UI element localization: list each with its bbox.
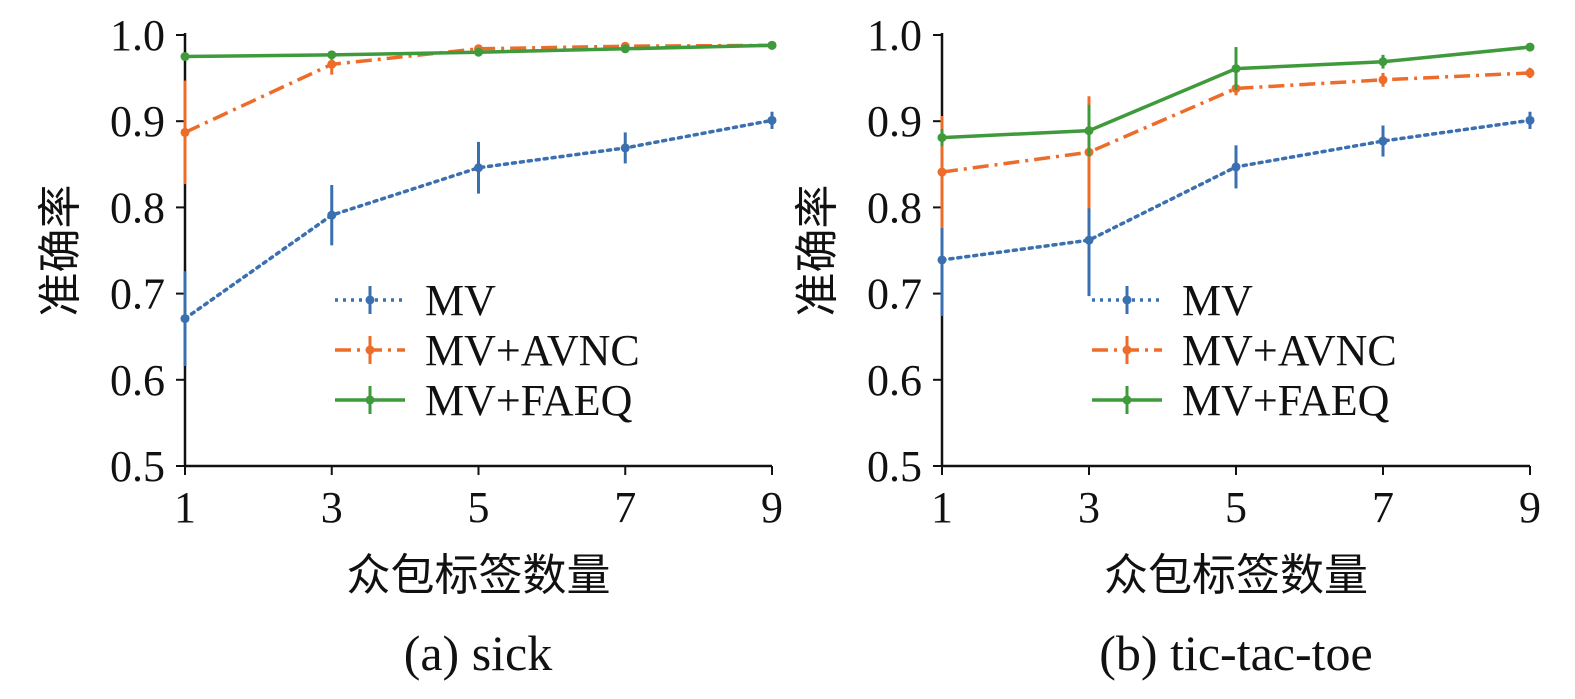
data-point — [937, 255, 947, 265]
panel-tic-tac-toe: 0.5 0.6 0.7 0.8 0.9 1.0 1 3 5 7 9 众包标签数量 准确率 (b) tic-… — [792, 11, 1541, 681]
legend-item-mv-plus-faeq: MV+FAEQ — [1092, 376, 1390, 425]
legend-dot — [365, 395, 375, 405]
data-point — [1084, 235, 1094, 245]
y-tick-label: 0.8 — [110, 183, 165, 232]
data-point — [1525, 42, 1535, 52]
y-tick-label: 0.6 — [110, 356, 165, 405]
series-line-mv — [183, 118, 774, 321]
data-point — [937, 167, 947, 177]
x-tick-label: 5 — [468, 483, 490, 532]
data-point — [180, 127, 190, 137]
y-axis-label: 准确率 — [35, 185, 86, 317]
series-mv-plus-faeq — [937, 42, 1535, 157]
legend-label: MV+FAEQ — [1182, 376, 1390, 425]
series-mv-plus-faeq — [180, 40, 777, 62]
legend-label: MV — [1182, 276, 1253, 325]
x-tick-label: 1 — [174, 483, 196, 532]
data-point — [1378, 75, 1388, 85]
x-tick-label: 7 — [614, 483, 636, 532]
series-line-mv-plus-avnc — [941, 71, 1531, 174]
legend-label: MV+AVNC — [1182, 326, 1397, 375]
data-point — [1378, 57, 1388, 67]
data-point — [1525, 68, 1535, 78]
x-tick-label: 9 — [761, 483, 783, 532]
x-tick-label: 1 — [931, 483, 953, 532]
legend-label: MV+FAEQ — [425, 376, 633, 425]
legend-item-mv: MV — [1092, 276, 1253, 325]
x-tick-label: 5 — [1225, 483, 1247, 532]
legend-dot — [365, 345, 375, 355]
data-point — [620, 44, 630, 54]
y-tick-label: 0.7 — [110, 270, 165, 319]
y-tick-label: 0.5 — [867, 442, 922, 491]
series-line-mv-plus-avnc — [184, 43, 773, 134]
x-tick-label: 3 — [321, 483, 343, 532]
legend-label: MV+AVNC — [425, 326, 640, 375]
data-point — [327, 50, 337, 60]
legend-item-mv-plus-faeq: MV+FAEQ — [335, 376, 633, 425]
legend-dot — [1122, 345, 1132, 355]
y-tick-label: 1.0 — [867, 11, 922, 60]
data-point — [180, 52, 190, 62]
data-point — [620, 143, 630, 153]
data-point — [327, 210, 337, 220]
x-axis-label: 众包标签数量 — [1104, 550, 1368, 601]
panel-caption: (a) sick — [404, 625, 553, 681]
legend-label: MV — [425, 276, 496, 325]
data-point — [767, 115, 777, 125]
legend-dot — [1122, 295, 1132, 305]
data-point — [1378, 136, 1388, 146]
data-point — [1084, 126, 1094, 136]
y-tick-label: 0.8 — [867, 183, 922, 232]
data-point — [474, 163, 483, 173]
data-point — [1231, 64, 1241, 74]
y-tick-label: 0.9 — [110, 97, 165, 146]
legend-dot — [1122, 395, 1132, 405]
legend-dot — [365, 295, 375, 305]
panel-caption: (b) tic-tac-toe — [1099, 625, 1372, 681]
data-point — [180, 314, 190, 324]
data-point — [1231, 162, 1241, 172]
y-tick-label: 0.9 — [867, 97, 922, 146]
y-axis-label: 准确率 — [792, 185, 843, 317]
x-tick-label: 7 — [1372, 483, 1394, 532]
x-tick-label: 9 — [1519, 483, 1541, 532]
y-tick-label: 0.5 — [110, 442, 165, 491]
panel-sick: 0.5 0.6 0.7 0.8 0.9 1.0 1 3 5 7 9 众包标签数量 准确率 (a) sick… — [35, 11, 783, 681]
legend-item-mv-plus-avnc: MV+AVNC — [335, 326, 640, 375]
data-point — [327, 59, 337, 69]
x-axis-label: 众包标签数量 — [347, 550, 611, 601]
y-tick-label: 0.7 — [867, 270, 922, 319]
data-point — [937, 133, 947, 143]
y-tick-label: 1.0 — [110, 11, 165, 60]
data-point — [474, 47, 483, 57]
legend-item-mv: MV — [335, 276, 496, 325]
data-point — [1525, 115, 1535, 125]
data-point — [767, 40, 777, 50]
series-line-mv — [940, 118, 1532, 262]
series-mv — [180, 111, 777, 367]
y-tick-label: 0.6 — [867, 356, 922, 405]
legend-item-mv-plus-avnc: MV+AVNC — [1092, 326, 1397, 375]
x-tick-label: 3 — [1078, 483, 1100, 532]
